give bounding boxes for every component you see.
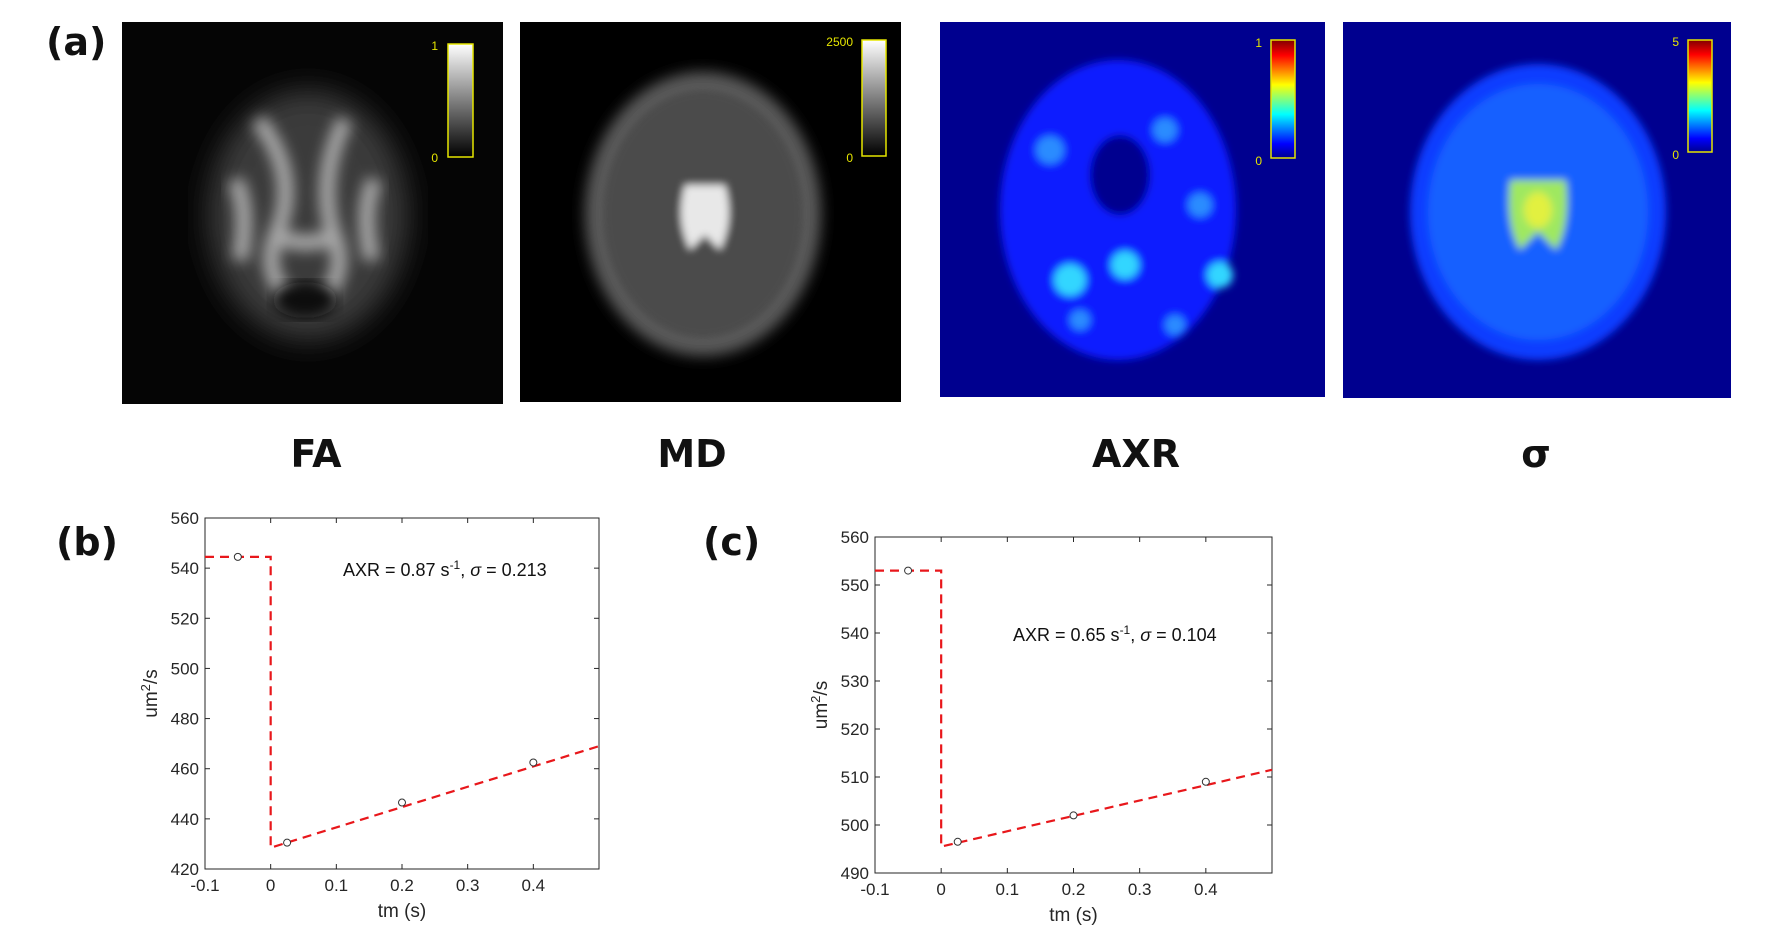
chart-y-tick-label: 490 — [841, 864, 869, 883]
chart-x-tick-label: 0.2 — [390, 876, 414, 895]
chart-x-tick-label: 0.4 — [1194, 880, 1218, 899]
chart-b-xlabel: tm (s) — [378, 901, 427, 922]
chart-y-tick-label: 460 — [171, 760, 199, 779]
chart-x-tick-label: 0.1 — [325, 876, 349, 895]
chart-c: -0.1 0 0.1 0.2 0.3 0.4 490 500 510 520 530 540 550 56… — [808, 528, 1273, 926]
chart-y-tick-label: 480 — [171, 710, 199, 729]
panel-label-c: (c) — [703, 520, 761, 564]
chart-x-tick-label: 0.3 — [1128, 880, 1152, 899]
map-title-axr: AXR — [1092, 432, 1180, 476]
chart-data-point — [398, 798, 406, 807]
chart-c-ylabel: um2/s — [808, 681, 833, 729]
chart-data-point — [1069, 811, 1078, 820]
md-colorbar-min: 0 — [846, 151, 853, 165]
chart-data-point — [233, 552, 242, 561]
chart-y-tick-label: 500 — [841, 816, 869, 835]
chart-y-tick-label: 520 — [171, 609, 199, 628]
panel-label-a: (a) — [46, 20, 107, 64]
chart-data-point — [1201, 777, 1210, 786]
chart-y-tick-label: 560 — [841, 528, 869, 547]
chart-x-tick-label: -0.1 — [190, 876, 219, 895]
sigma-colorbar-min: 0 — [1672, 148, 1679, 162]
chart-y-tick-label: 500 — [171, 659, 199, 678]
panel-label-b: (b) — [56, 520, 118, 564]
map-title-md: MD — [657, 432, 727, 476]
chart-b-ylabel: um2/s — [138, 669, 163, 717]
axr-map: 1 0 — [940, 22, 1325, 397]
chart-y-tick-label: 440 — [171, 810, 199, 829]
sigma-map: 5 0 — [1343, 22, 1731, 398]
chart-y-tick-label: 540 — [171, 559, 199, 578]
chart-x-tick-label: 0 — [936, 880, 945, 899]
fa-colorbar-min: 0 — [431, 151, 438, 165]
chart-data-point — [953, 837, 962, 846]
chart-data-point — [904, 566, 913, 575]
axr-colorbar-max: 1 — [1255, 36, 1262, 50]
chart-x-tick-label: 0.3 — [456, 876, 480, 895]
chart-y-tick-label: 420 — [171, 860, 199, 879]
chart-data-point — [529, 758, 538, 767]
chart-y-tick-label: 540 — [841, 624, 869, 643]
chart-y-tick-label: 510 — [841, 768, 869, 787]
chart-x-tick-label: 0.2 — [1062, 880, 1086, 899]
fa-map: 1 0 — [122, 22, 503, 404]
chart-x-tick-label: -0.1 — [860, 880, 889, 899]
chart-x-tick-label: 0.4 — [522, 876, 546, 895]
md-colorbar-max: 2500 — [826, 35, 853, 49]
chart-data-point — [283, 838, 292, 847]
chart-b-annotation: AXR = 0.87 s-1, σ = 0.213 — [343, 558, 547, 580]
chart-b: -0.1 0 0.1 0.2 0.3 0.4 420 440 460 480 500 520 540 56… — [138, 509, 600, 922]
axr-colorbar-min: 0 — [1255, 154, 1262, 168]
chart-y-tick-label: 530 — [841, 672, 869, 691]
chart-c-annotation: AXR = 0.65 s-1, σ = 0.104 — [1013, 623, 1217, 645]
map-title-fa: FA — [290, 432, 342, 476]
fa-colorbar-max: 1 — [431, 39, 438, 53]
chart-y-tick-label: 550 — [841, 576, 869, 595]
chart-y-tick-label: 560 — [171, 509, 199, 528]
chart-c-xlabel: tm (s) — [1049, 905, 1098, 926]
md-map: 2500 0 — [520, 22, 901, 402]
chart-y-tick-label: 520 — [841, 720, 869, 739]
chart-x-tick-label: 0.1 — [996, 880, 1020, 899]
brain-maps: 1 0 2500 0 1 0 — [122, 22, 1731, 404]
sigma-colorbar-max: 5 — [1672, 35, 1679, 49]
chart-x-tick-label: 0 — [266, 876, 275, 895]
chart-c-plot-area — [874, 536, 1273, 874]
map-title-sigma: σ — [1521, 432, 1551, 476]
